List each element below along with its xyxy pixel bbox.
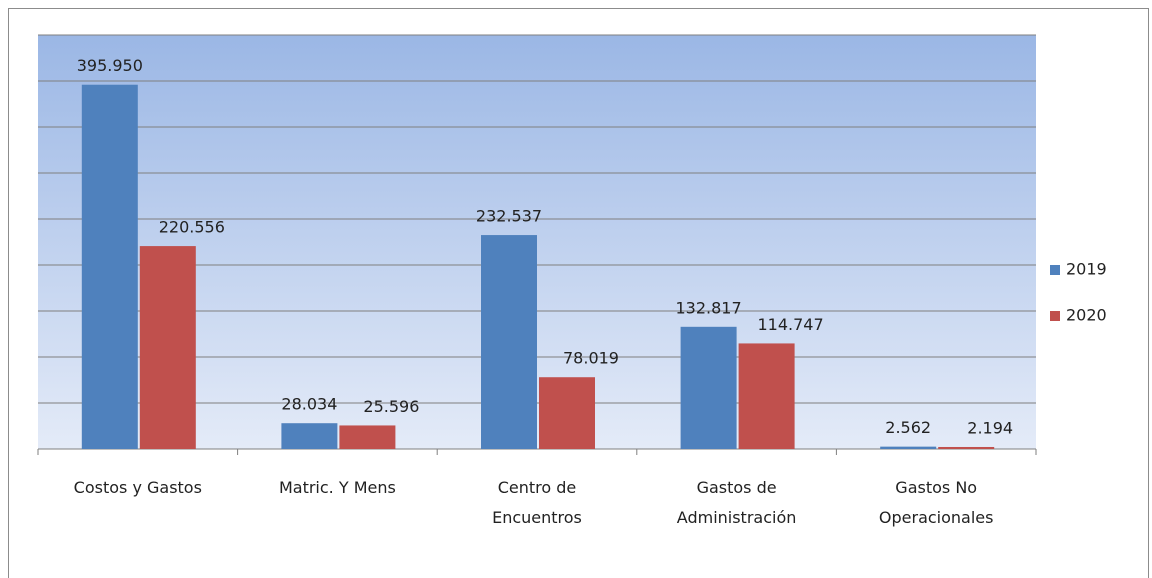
value-label: 25.596 (363, 397, 419, 416)
value-label: 2.562 (885, 418, 931, 437)
x-tick-label: Costos y Gastos (73, 478, 202, 497)
value-label: 28.034 (281, 395, 337, 414)
bar (281, 423, 338, 449)
value-label: 232.537 (476, 207, 542, 226)
value-label: 2.194 (967, 418, 1013, 437)
value-label: 78.019 (563, 349, 619, 368)
bar (81, 84, 138, 449)
bar (481, 235, 537, 449)
legend-swatch (1050, 265, 1060, 275)
bar (938, 446, 995, 449)
legend-swatch (1050, 311, 1060, 321)
x-tick-label: Gastos No Operacionales (878, 478, 994, 527)
x-tick-label: Matric. Y Mens (278, 478, 396, 497)
value-label: 114.747 (758, 315, 824, 334)
bar (339, 425, 396, 449)
value-label: 132.817 (676, 298, 742, 317)
legend-label: 2019 (1066, 260, 1107, 279)
bar (880, 446, 937, 449)
x-tick-label: Centro de Encuentros (492, 478, 582, 527)
bar (680, 326, 737, 449)
x-tick-label: Gastos de Administración (676, 478, 797, 527)
bar (539, 377, 595, 449)
bar (139, 246, 196, 449)
value-label: 220.556 (159, 218, 225, 237)
bar (738, 343, 795, 449)
legend-label: 2020 (1066, 306, 1107, 325)
value-label: 395.950 (77, 56, 143, 75)
